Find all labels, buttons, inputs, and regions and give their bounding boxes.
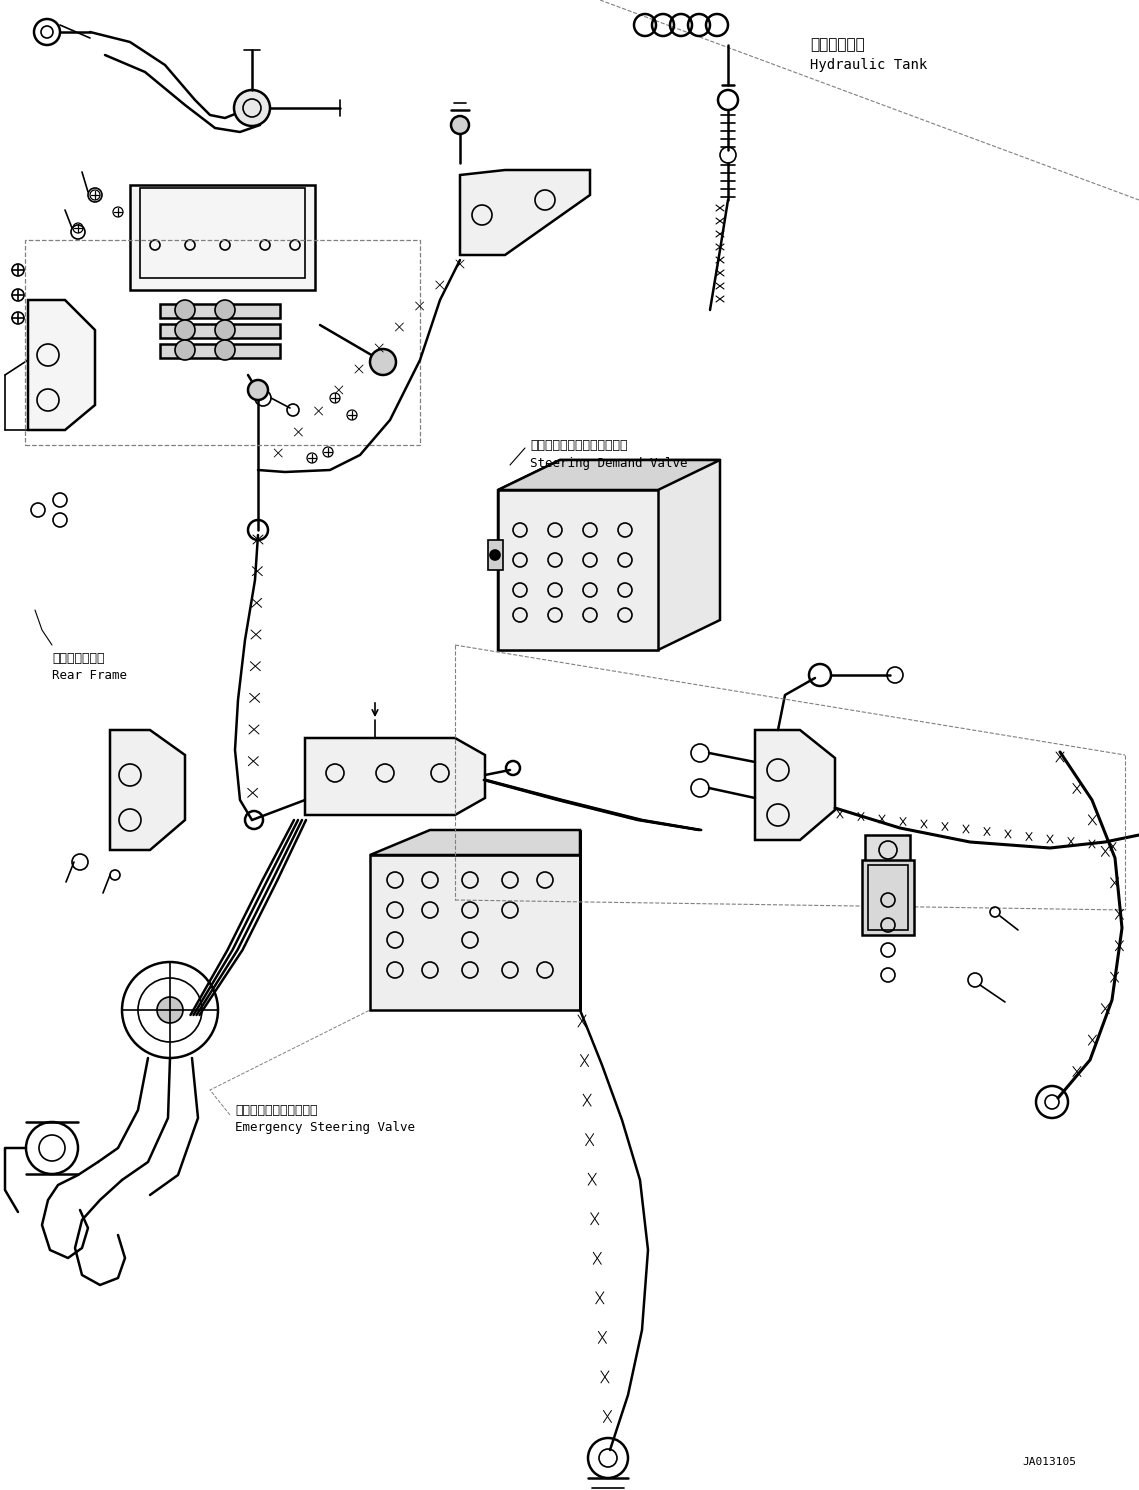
Bar [159, 323, 280, 338]
Polygon shape [498, 460, 720, 490]
Bar [140, 188, 305, 279]
Polygon shape [755, 730, 835, 840]
Polygon shape [110, 730, 185, 849]
Text: 作動油タンク: 作動油タンク [810, 37, 865, 52]
Circle shape [175, 299, 195, 320]
Circle shape [370, 349, 396, 375]
Bar [159, 344, 280, 358]
Bar [862, 860, 913, 936]
Circle shape [215, 340, 235, 361]
Text: JA013105: JA013105 [1022, 1457, 1076, 1468]
Circle shape [233, 89, 270, 127]
Text: 緊急ステアリングバルブ: 緊急ステアリングバルブ [235, 1104, 318, 1116]
Circle shape [175, 340, 195, 361]
Bar [25, 240, 420, 446]
Bar [498, 490, 658, 650]
Text: Emergency Steering Valve: Emergency Steering Valve [235, 1122, 415, 1134]
Polygon shape [28, 299, 95, 431]
Text: Hydraulic Tank: Hydraulic Tank [810, 58, 927, 72]
Text: Rear Frame: Rear Frame [52, 669, 128, 681]
Bar [868, 866, 908, 930]
Circle shape [215, 299, 235, 320]
Circle shape [175, 320, 195, 340]
Text: Steering Demand Valve: Steering Demand Valve [530, 456, 688, 469]
Circle shape [490, 550, 500, 560]
Bar [487, 539, 503, 571]
Bar [865, 834, 910, 870]
Polygon shape [370, 830, 580, 855]
Polygon shape [305, 738, 485, 815]
Bar [370, 855, 580, 1010]
Bar [130, 185, 316, 291]
Polygon shape [460, 170, 590, 255]
Circle shape [215, 320, 235, 340]
Circle shape [157, 997, 183, 1024]
Text: リヤーフレーム: リヤーフレーム [52, 651, 105, 665]
Polygon shape [498, 460, 720, 650]
Circle shape [451, 116, 469, 134]
Bar [159, 304, 280, 317]
Text: ステアリングデマンドバルブ: ステアリングデマンドバルブ [530, 438, 628, 451]
Circle shape [248, 380, 268, 399]
